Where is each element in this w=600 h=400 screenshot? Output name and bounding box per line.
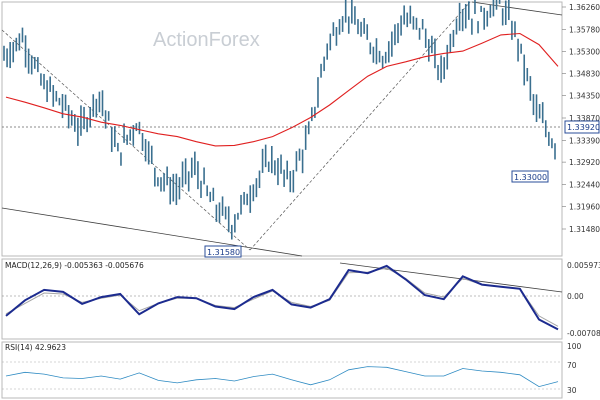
price-bars-group bbox=[3, 0, 556, 240]
current-price-box bbox=[564, 120, 600, 134]
current-price-label: 1.33920 bbox=[567, 123, 600, 132]
macd-tick-label: -0.007086 bbox=[567, 329, 600, 338]
price-tick-label: 1.36260 bbox=[569, 3, 600, 12]
rsi-tick-label: 70 bbox=[567, 361, 577, 370]
price-tick-label: 1.34830 bbox=[569, 69, 600, 78]
rsi-panel-frame bbox=[1, 341, 563, 399]
rsi-tick-label: 100 bbox=[567, 342, 582, 351]
rsi-tick-label: 30 bbox=[567, 386, 577, 395]
macd-axis: 0.005973 0.00 -0.007086 bbox=[567, 261, 600, 338]
price-panel-frame bbox=[1, 1, 563, 257]
moving-average-line bbox=[5, 32, 559, 147]
rsi-header: RSI(14) 42.9623 bbox=[5, 343, 66, 352]
low-label-box-2 bbox=[511, 170, 549, 183]
low-label-1: 1.31580 bbox=[207, 248, 240, 257]
price-tick-label: 1.31480 bbox=[569, 225, 600, 234]
price-axis: 1.36260 1.35780 1.35300 1.34830 1.34350 1.338… bbox=[562, 3, 600, 234]
macd-tick-label: 0.005973 bbox=[567, 261, 600, 270]
trendline-dashed-up bbox=[249, 1, 471, 251]
price-tick-label: 1.31960 bbox=[569, 203, 600, 212]
watermark: ActionForex bbox=[153, 29, 260, 51]
rsi-axis: 100 70 30 bbox=[567, 342, 582, 395]
low-label-box-1 bbox=[204, 245, 242, 258]
trendline-upper bbox=[471, 1, 563, 16]
macd-line bbox=[5, 264, 559, 331]
price-tick-label: 1.35780 bbox=[569, 25, 600, 34]
price-tick-label: 1.32440 bbox=[569, 180, 600, 189]
macd-panel-frame bbox=[1, 258, 563, 340]
price-tick-label: 1.33390 bbox=[569, 136, 600, 145]
rsi-line bbox=[5, 366, 559, 388]
macd-trendline bbox=[339, 262, 563, 293]
trendline-dashed-down bbox=[1, 29, 251, 251]
macd-header: MACD(12,26,9) -0.005363 -0.005676 bbox=[5, 261, 144, 270]
price-tick-label: 1.34350 bbox=[569, 92, 600, 101]
macd-tick-label: 0.00 bbox=[567, 292, 584, 301]
low-label-2: 1.33000 bbox=[514, 173, 547, 182]
price-tick-label: 1.35300 bbox=[569, 48, 600, 57]
price-tick-label: 1.33870 bbox=[569, 114, 600, 123]
price-tick-label: 1.32920 bbox=[569, 158, 600, 167]
